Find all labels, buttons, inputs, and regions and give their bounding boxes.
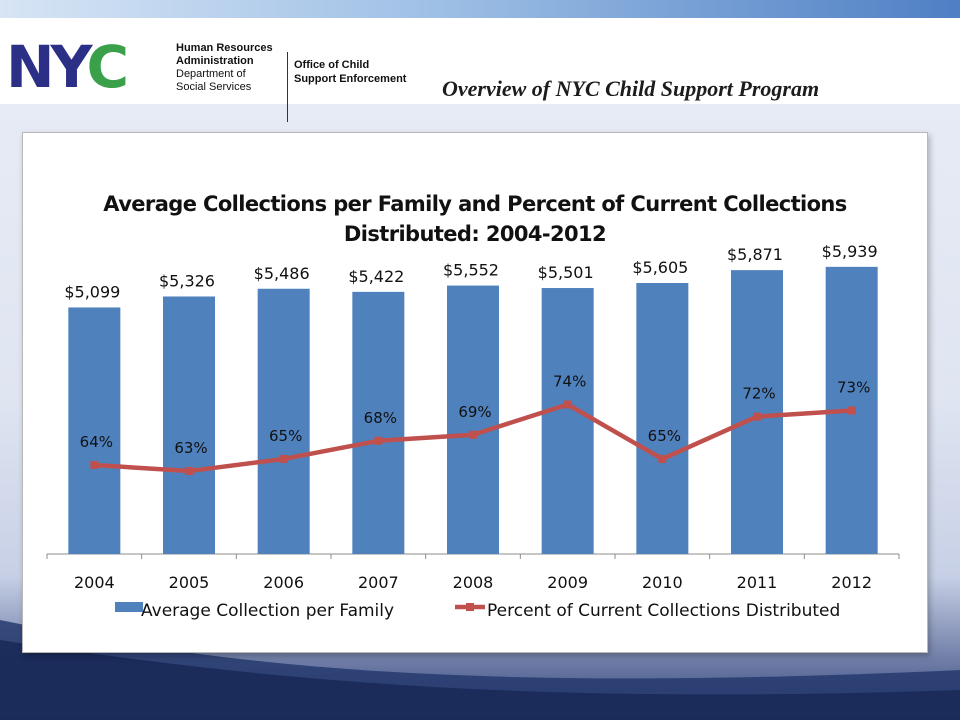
percent-point-2004 <box>90 461 99 469</box>
percent-label-2006: 65% <box>269 427 302 445</box>
bar-label-2008: $5,552 <box>443 261 499 280</box>
x-tick-label-2012: 2012 <box>831 573 872 592</box>
bar-2010 <box>636 282 689 554</box>
bar-2006 <box>257 288 310 554</box>
percent-point-2005 <box>185 467 193 476</box>
x-tick-label-2010: 2010 <box>642 573 683 592</box>
x-tick-label-2011: 2011 <box>737 573 778 592</box>
percent-label-2012: 73% <box>837 379 870 397</box>
x-tick-label-2009: 2009 <box>547 573 588 592</box>
legend-bar-label: Average Collection per Family <box>141 601 394 621</box>
percent-point-2007 <box>374 436 383 445</box>
percent-label-2007: 68% <box>364 409 397 427</box>
header-divider <box>287 52 288 122</box>
agency-name: Human Resources Administration Departmen… <box>176 42 284 94</box>
percent-label-2008: 69% <box>458 403 491 421</box>
chart-title-line-1: Average Collections per Family and Perce… <box>103 192 847 216</box>
percent-label-2004: 64% <box>80 433 113 451</box>
bar-label-2004: $5,099 <box>64 282 120 301</box>
chart-title: Average Collections per Family and Perce… <box>23 189 927 249</box>
percent-label-2010: 65% <box>648 427 681 445</box>
agency-line-2: Administration <box>176 55 254 67</box>
top-decorative-stripe <box>0 0 960 18</box>
percent-label-2009: 74% <box>553 373 586 391</box>
bar-2005 <box>163 296 215 554</box>
bar-label-2005: $5,326 <box>159 271 215 290</box>
bar-2004 <box>68 307 121 554</box>
percent-point-2008 <box>469 430 477 439</box>
bar-label-2012: $5,939 <box>822 242 878 261</box>
percent-point-2009 <box>563 400 572 409</box>
bar-2007 <box>352 291 405 554</box>
chart-title-line-2: Distributed: 2004-2012 <box>343 222 607 246</box>
bar-label-2009: $5,501 <box>538 263 594 282</box>
chart-container: $5,099 2004 $5,326 2005 $5,486 2006 $5,422 2007… <box>22 132 928 653</box>
slide-title: Overview of NYC Child Support Program <box>442 76 820 101</box>
percent-point-2012 <box>847 406 856 415</box>
bar-label-2011: $5,871 <box>727 245 783 264</box>
percent-point-2010 <box>658 454 667 463</box>
office-line-2: Support Enforcement <box>294 73 407 85</box>
bar-2011 <box>731 270 783 554</box>
x-tick-label-2004: 2004 <box>74 573 115 592</box>
nyc-logo: NYC <box>6 33 129 101</box>
percent-point-2011 <box>753 412 761 421</box>
chart-svg: $5,099 2004 $5,326 2005 $5,486 2006 $5,422 2007… <box>46 242 900 621</box>
percent-label-2005: 63% <box>174 439 207 457</box>
legend-line-label: Percent of Current Collections Distribut… <box>487 601 840 621</box>
legend-line-marker <box>466 603 474 611</box>
x-tick-label-2007: 2007 <box>358 573 399 592</box>
x-tick-label-2008: 2008 <box>453 573 494 592</box>
legend-bar-swatch <box>115 602 143 612</box>
bar-label-2006: $5,486 <box>254 264 310 283</box>
slide-header: NYC Human Resources Administration Depar… <box>0 18 960 122</box>
percent-label-2011: 72% <box>742 385 775 403</box>
office-name: Office of Child Support Enforcement <box>294 58 434 86</box>
x-tick-label-2005: 2005 <box>169 573 210 592</box>
bar-2008 <box>447 285 499 554</box>
agency-line-1: Human Resources <box>176 42 273 54</box>
x-tick-label-2006: 2006 <box>263 573 304 592</box>
percent-point-2006 <box>279 454 288 463</box>
agency-line-4: Social Services <box>176 81 252 93</box>
agency-line-3: Department of <box>176 68 246 80</box>
bar-label-2007: $5,422 <box>348 267 404 286</box>
bar-2009 <box>541 288 594 554</box>
office-line-1: Office of Child <box>294 59 370 71</box>
bar-label-2010: $5,605 <box>632 258 688 277</box>
